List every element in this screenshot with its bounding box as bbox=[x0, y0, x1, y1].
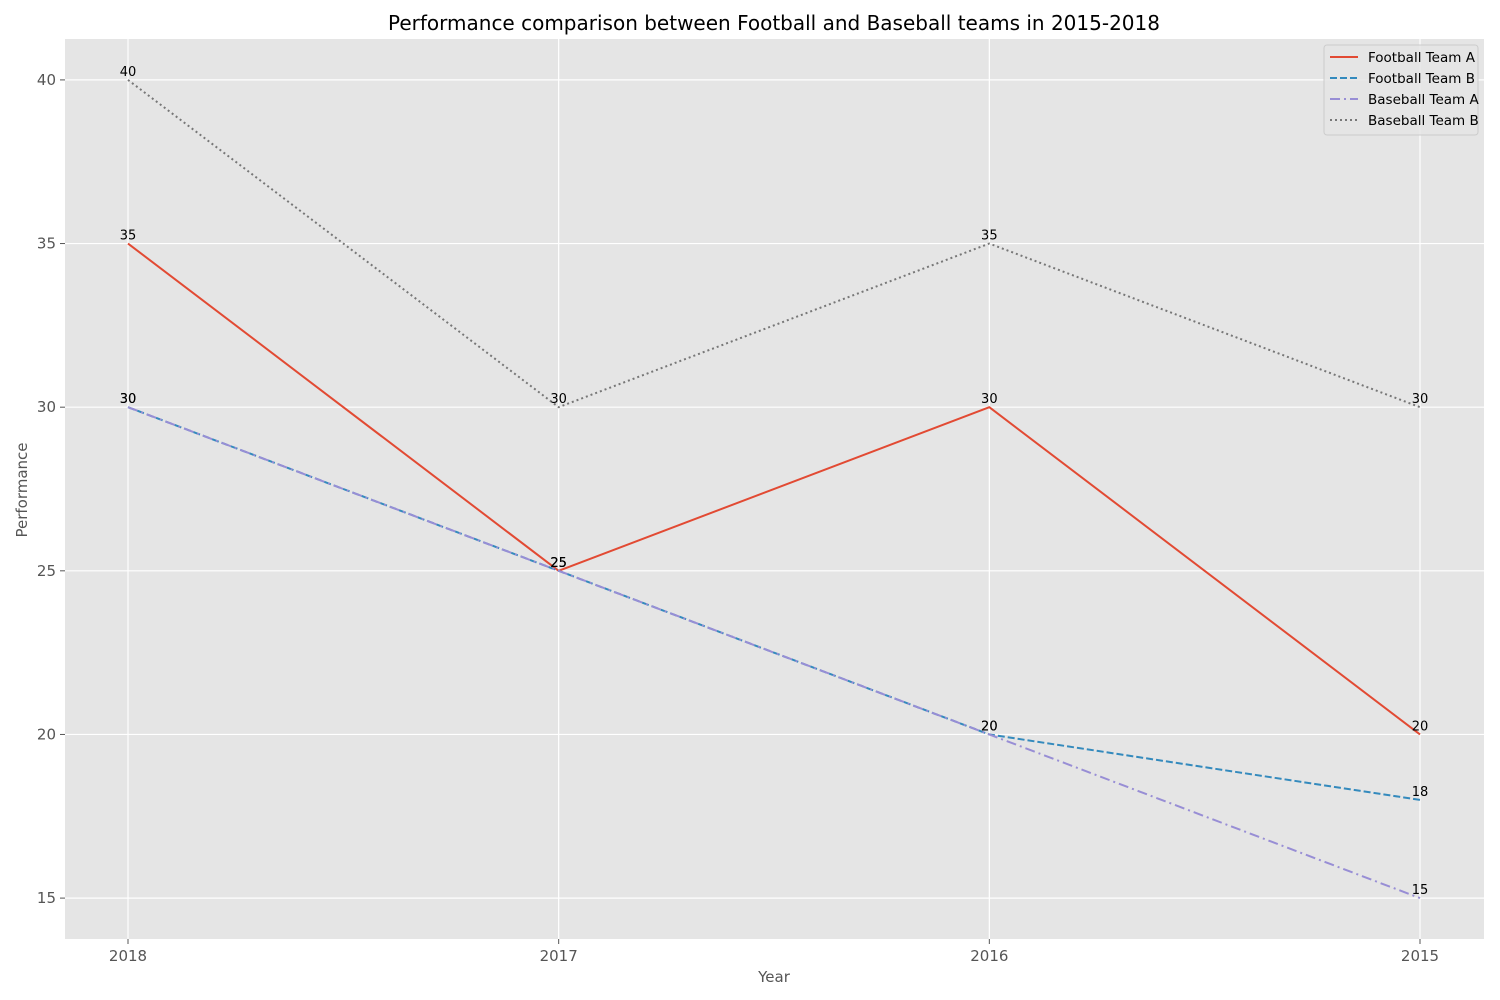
x-tick-label: 2015 bbox=[1401, 947, 1439, 965]
data-label: 15 bbox=[1412, 883, 1429, 898]
legend-entry: Football Team B bbox=[1368, 71, 1475, 87]
series-line bbox=[127, 406, 1421, 801]
data-label: 35 bbox=[120, 229, 137, 244]
y-tick-label: 25 bbox=[37, 562, 56, 580]
x-tick-label: 2017 bbox=[540, 947, 578, 965]
data-label: 30 bbox=[1412, 392, 1429, 407]
legend-entry: Baseball Team B bbox=[1368, 113, 1479, 129]
data-label: 25 bbox=[550, 556, 567, 571]
x-axis-label: Year bbox=[757, 968, 791, 986]
data-label: 25 bbox=[550, 556, 567, 571]
legend-entry: Football Team A bbox=[1368, 50, 1476, 66]
data-label: 20 bbox=[981, 719, 998, 734]
legend-box bbox=[1323, 44, 1479, 136]
data-label: 30 bbox=[550, 392, 567, 407]
chart-title: Performance comparison between Football … bbox=[388, 11, 1160, 35]
data-label: 30 bbox=[120, 392, 137, 407]
series-line bbox=[127, 242, 1421, 736]
data-label: 30 bbox=[120, 392, 137, 407]
y-tick-label: 35 bbox=[37, 235, 56, 253]
data-label: 20 bbox=[981, 719, 998, 734]
data-label: 35 bbox=[981, 229, 998, 244]
legend-entry: Baseball Team A bbox=[1368, 92, 1479, 108]
y-tick-label: 30 bbox=[37, 398, 56, 416]
legend: Football Team A Football Team B Baseball T… bbox=[1323, 44, 1479, 136]
y-axis-label: Performance bbox=[13, 442, 31, 537]
data-label: 20 bbox=[1412, 719, 1429, 734]
x-tick-label: 2018 bbox=[109, 947, 147, 965]
x-tick-label: 2016 bbox=[970, 947, 1008, 965]
data-label: 18 bbox=[1412, 785, 1429, 800]
y-tick-label: 15 bbox=[37, 889, 56, 907]
series-lines bbox=[127, 79, 1421, 900]
data-label: 30 bbox=[981, 392, 998, 407]
data-label: 40 bbox=[120, 65, 137, 80]
y-tick-label: 20 bbox=[37, 725, 56, 743]
y-tick-label: 40 bbox=[37, 71, 56, 89]
data-label: 25 bbox=[550, 556, 567, 571]
grid bbox=[65, 39, 1484, 939]
series-line bbox=[127, 79, 1421, 409]
